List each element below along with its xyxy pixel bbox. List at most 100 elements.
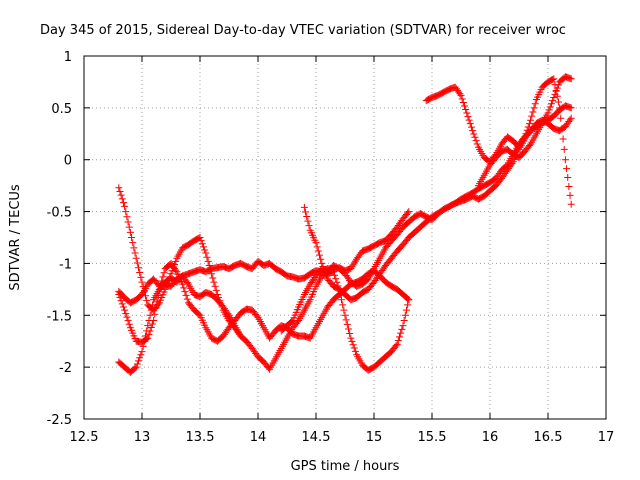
series-arc-4	[115, 184, 245, 340]
data-point	[162, 282, 170, 290]
data-point	[346, 330, 354, 338]
data-point	[396, 333, 404, 341]
data-point	[205, 262, 213, 270]
data-point	[141, 332, 149, 340]
data-point	[338, 296, 346, 304]
data-point	[213, 291, 221, 299]
data-point	[303, 213, 311, 221]
data-point	[312, 239, 320, 247]
x-tick-label: 17	[598, 430, 615, 445]
data-point	[560, 145, 568, 153]
data-point	[561, 156, 569, 164]
data-point	[524, 123, 532, 131]
data-point	[253, 312, 261, 320]
data-point	[133, 360, 141, 368]
data-points	[115, 73, 575, 376]
data-point	[209, 274, 217, 282]
data-point	[202, 249, 210, 257]
data-point	[465, 116, 473, 124]
data-point	[557, 114, 565, 122]
data-point	[203, 253, 211, 261]
data-point	[525, 120, 533, 128]
data-point	[340, 306, 348, 314]
data-point	[547, 100, 555, 108]
y-axis-label: SDTVAR / TECUs	[8, 184, 23, 291]
data-point	[473, 140, 481, 148]
data-point	[145, 331, 153, 339]
y-tick-label: -1.5	[47, 309, 72, 324]
data-point	[554, 98, 562, 106]
data-point	[300, 203, 308, 211]
data-point	[527, 116, 535, 124]
data-point	[195, 310, 203, 318]
data-point	[550, 93, 558, 101]
data-point	[567, 114, 575, 122]
data-point	[288, 318, 296, 326]
plot-frame	[83, 55, 607, 420]
data-point	[460, 102, 468, 110]
data-point	[125, 223, 133, 231]
data-point	[125, 320, 133, 328]
data-point	[135, 357, 143, 365]
data-point	[469, 127, 477, 135]
data-point	[567, 104, 575, 112]
data-point	[339, 301, 347, 309]
data-point	[140, 287, 148, 295]
data-point	[401, 311, 409, 319]
data-point	[522, 130, 530, 138]
data-point	[466, 120, 474, 128]
data-point	[168, 267, 176, 275]
data-point	[170, 260, 178, 268]
data-point	[123, 213, 131, 221]
data-point	[158, 277, 166, 285]
data-point	[122, 208, 130, 216]
data-point	[133, 259, 141, 267]
data-point	[198, 240, 206, 248]
data-point	[302, 208, 310, 216]
data-point	[215, 294, 223, 302]
data-point	[523, 126, 531, 134]
data-point	[139, 283, 147, 291]
data-point	[217, 300, 225, 308]
data-point	[208, 270, 216, 278]
data-point	[405, 208, 413, 216]
data-point	[315, 251, 323, 259]
data-point	[199, 243, 207, 251]
data-point	[319, 263, 327, 271]
data-point	[567, 200, 575, 208]
data-point	[216, 297, 224, 305]
data-point	[140, 337, 148, 345]
data-point	[119, 303, 127, 311]
data-point	[124, 317, 132, 325]
data-point	[528, 112, 536, 120]
data-point	[126, 228, 134, 236]
data-point	[304, 217, 312, 225]
y-tick-label: -2.5	[47, 413, 72, 428]
data-point	[145, 316, 153, 324]
data-point	[181, 288, 189, 296]
data-point	[564, 174, 572, 182]
data-point	[313, 243, 321, 251]
data-point	[332, 275, 340, 283]
series-arc-5	[277, 102, 575, 335]
series-arc-6	[300, 114, 575, 304]
y-tick-label: -2	[59, 361, 72, 376]
data-point	[318, 259, 326, 267]
y-tick-label: 1	[64, 50, 72, 65]
data-point	[464, 113, 472, 121]
data-point	[559, 135, 567, 143]
series-arc-8	[474, 73, 575, 190]
data-point	[211, 282, 219, 290]
data-point	[121, 306, 129, 314]
data-point	[554, 81, 562, 89]
data-point	[183, 279, 191, 287]
data-point	[525, 142, 533, 150]
data-point	[343, 320, 351, 328]
data-point	[132, 363, 140, 371]
data-point	[566, 116, 574, 124]
data-point	[558, 125, 566, 133]
x-tick-label: 14.5	[302, 430, 331, 445]
data-point	[398, 325, 406, 333]
data-point	[563, 165, 571, 173]
